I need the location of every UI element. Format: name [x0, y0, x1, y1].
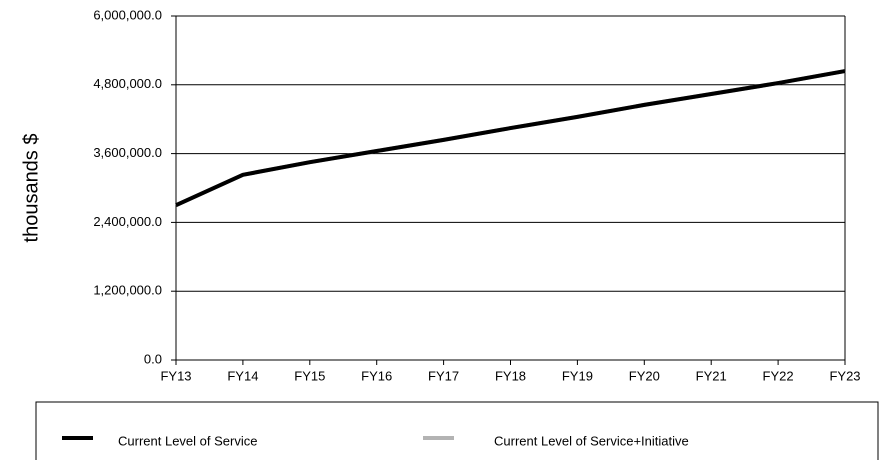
legend: Current Level of Service Current Level of…	[62, 433, 689, 448]
x-tick-label: FY13	[160, 368, 191, 383]
x-tick-label: FY14	[227, 368, 258, 383]
legend-box	[35, 401, 879, 460]
x-tick-label: FY20	[629, 368, 660, 383]
y-tick-label: 0.0	[144, 351, 162, 366]
y-tick-label: 6,000,000.0	[93, 7, 162, 22]
legend-label: Current Level of Service	[118, 433, 257, 448]
data-line	[175, 69, 846, 208]
legend-label: Current Level of Service+Initiative	[494, 433, 689, 448]
x-tick-label: FY21	[696, 368, 727, 383]
x-tick-label: FY19	[562, 368, 593, 383]
data-line	[175, 69, 846, 208]
y-tick-label: 3,600,000.0	[93, 145, 162, 160]
x-tick-label: FY15	[294, 368, 325, 383]
x-tick-label: FY22	[763, 368, 794, 383]
x-tick-label: FY23	[829, 368, 860, 383]
y-tick-label: 1,200,000.0	[93, 283, 162, 298]
y-axis-label: thousands $	[20, 134, 42, 243]
x-tick-label: FY17	[428, 368, 459, 383]
y-tick-label: 4,800,000.0	[93, 76, 162, 91]
x-tick-label: FY18	[495, 368, 526, 383]
x-tick-label: FY16	[361, 368, 392, 383]
y-tick-label: 2,400,000.0	[93, 214, 162, 229]
